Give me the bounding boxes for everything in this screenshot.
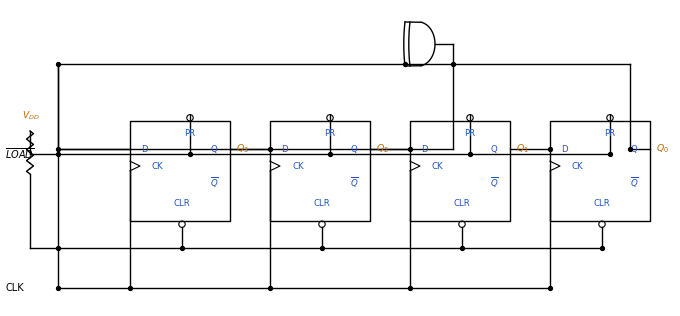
Text: $Q_3$: $Q_3$	[236, 143, 249, 155]
Text: $V_{DD}$: $V_{DD}$	[22, 110, 40, 122]
Text: D: D	[281, 144, 288, 154]
Text: $\overline{Q}$: $\overline{Q}$	[630, 175, 639, 191]
Text: CLR: CLR	[454, 198, 471, 208]
Text: CK: CK	[292, 161, 304, 171]
Text: PR: PR	[605, 129, 615, 137]
Text: CLK: CLK	[5, 283, 24, 293]
Text: Q: Q	[211, 144, 218, 154]
Bar	[410, 121, 510, 221]
Text: $\overline{Q}$: $\overline{Q}$	[490, 175, 498, 191]
Text: $Q_2$: $Q_2$	[376, 143, 389, 155]
Text: $\overline{Q}$: $\overline{Q}$	[209, 175, 218, 191]
Text: CLR: CLR	[594, 198, 611, 208]
Text: Q: Q	[351, 144, 358, 154]
Text: CLR: CLR	[173, 198, 190, 208]
Text: $Q_1$: $Q_1$	[516, 143, 529, 155]
Text: $\overline{Q}$: $\overline{Q}$	[350, 175, 358, 191]
Text: CK: CK	[572, 161, 583, 171]
Text: D: D	[561, 144, 567, 154]
Text: CK: CK	[432, 161, 443, 171]
Bar	[550, 121, 650, 221]
Text: PR: PR	[324, 129, 335, 137]
Text: PR: PR	[184, 129, 196, 137]
Text: Q: Q	[491, 144, 497, 154]
Text: $\overline{LOAD}$: $\overline{LOAD}$	[5, 147, 34, 161]
Bar	[130, 121, 230, 221]
Text: D: D	[141, 144, 148, 154]
Text: CK: CK	[152, 161, 164, 171]
Text: CLR: CLR	[313, 198, 330, 208]
Text: D: D	[421, 144, 427, 154]
Text: PR: PR	[464, 129, 475, 137]
Text: $Q_0$: $Q_0$	[656, 143, 669, 155]
Text: Q: Q	[630, 144, 637, 154]
Bar	[270, 121, 370, 221]
